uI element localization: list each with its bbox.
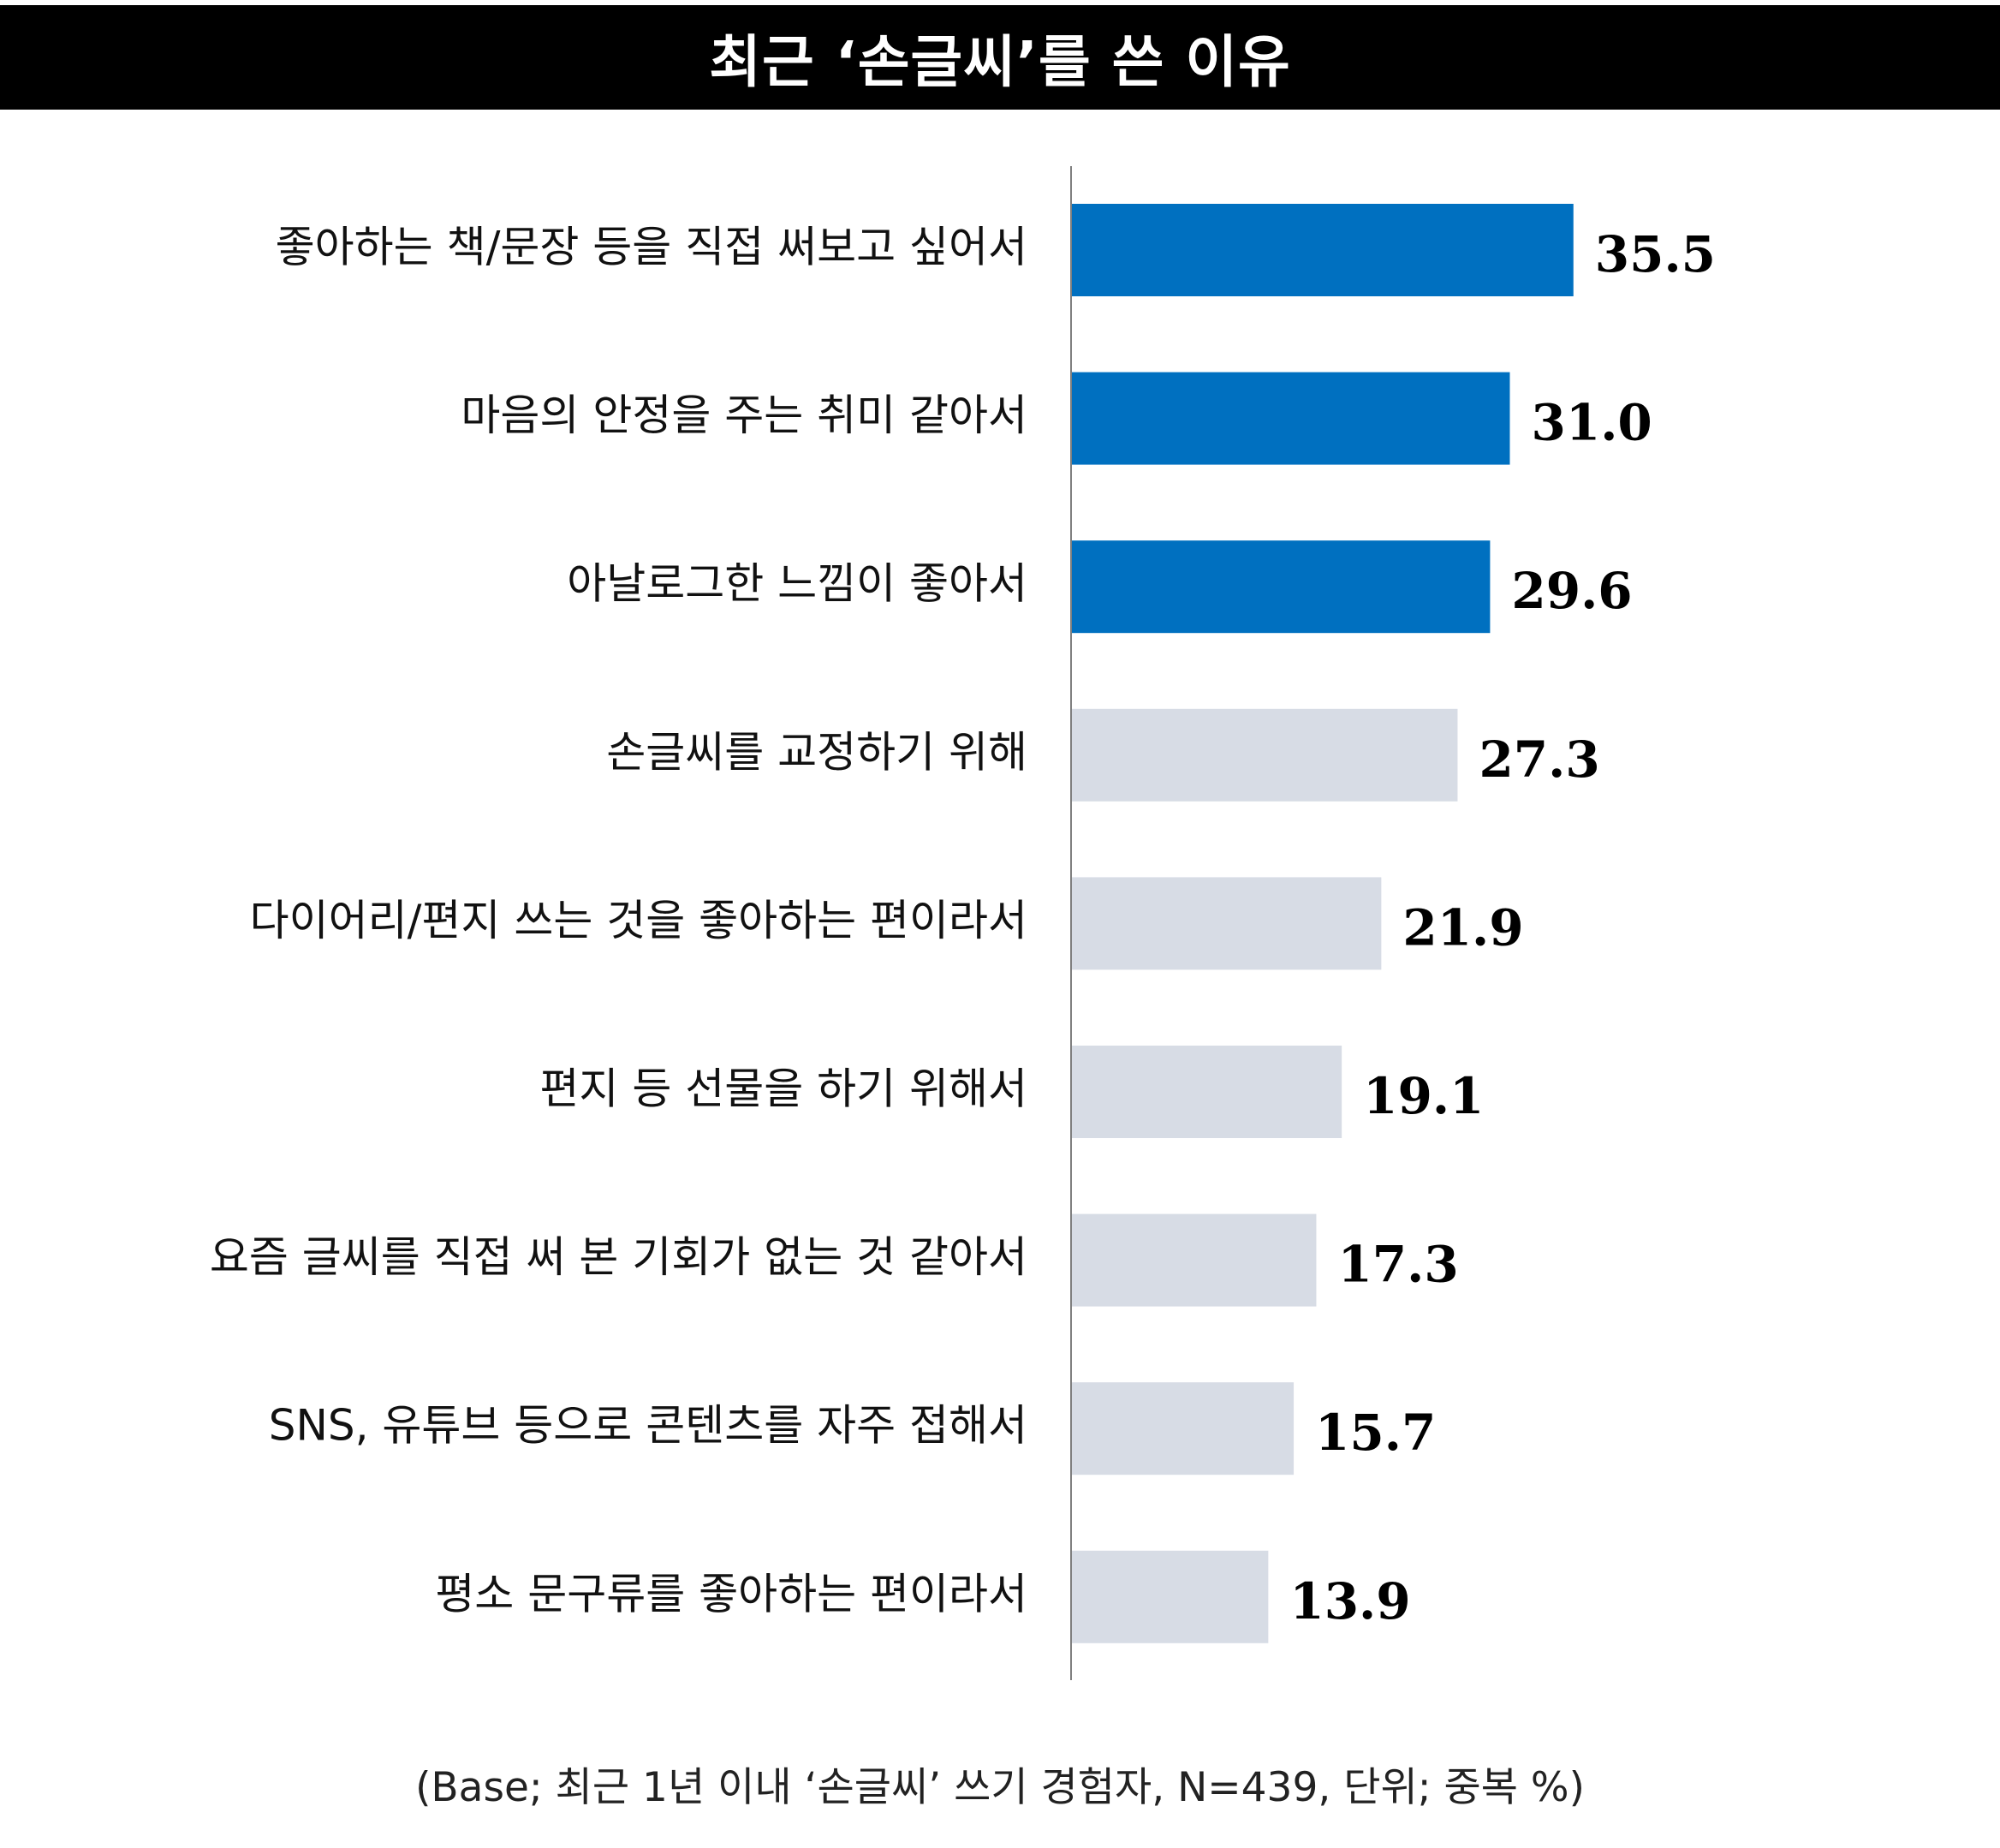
bar-3 <box>1072 540 1491 634</box>
bar-4 <box>1072 708 1458 802</box>
category-label-4: 손글씨를 교정하기 위해 <box>606 727 1027 777</box>
category-label-5: 다이어리/편지 쓰는 것을 좋아하는 편이라서 <box>250 896 1027 945</box>
title-bar: 최근 ‘손글씨’를 쓴 이유 <box>0 5 2000 110</box>
category-label-3: 아날로그한 느낌이 좋아서 <box>567 559 1027 609</box>
bar-5 <box>1072 877 1382 970</box>
category-label-1: 좋아하는 책/문장 등을 직접 써보고 싶어서 <box>276 223 1027 272</box>
bar-1 <box>1072 204 1574 296</box>
bar-2 <box>1072 372 1510 465</box>
category-label-8: SNS, 유튜브 등으로 콘텐츠를 자주 접해서 <box>269 1401 1027 1451</box>
category-label-2: 마음의 안정을 주는 취미 같아서 <box>461 390 1027 440</box>
value-label-8: 15.7 <box>1315 1404 1436 1462</box>
value-label-5: 21.9 <box>1402 898 1523 957</box>
bar-6 <box>1072 1046 1342 1138</box>
value-label-3: 29.6 <box>1511 562 1632 620</box>
category-label-7: 요즘 글씨를 직접 써 본 기회가 없는 것 같아서 <box>210 1232 1027 1282</box>
bar-8 <box>1072 1382 1295 1475</box>
value-label-1: 35.5 <box>1595 225 1716 283</box>
value-label-2: 31.0 <box>1532 394 1652 452</box>
chart-footnote: (Base; 최근 1년 이내 ‘손글씨’ 쓰기 경험자, N=439, 단위;… <box>415 1764 1585 1811</box>
category-label-9: 평소 문구류를 좋아하는 편이라서 <box>435 1569 1027 1618</box>
value-label-6: 19.1 <box>1363 1067 1484 1125</box>
value-label-4: 27.3 <box>1479 730 1599 789</box>
bar-7 <box>1072 1213 1317 1307</box>
value-label-7: 17.3 <box>1337 1236 1458 1294</box>
bar-9 <box>1072 1550 1269 1643</box>
value-label-9: 13.9 <box>1289 1572 1410 1630</box>
chart-title: 최근 ‘손글씨’를 쓴 이유 <box>709 29 1291 95</box>
category-label-6: 편지 등 선물을 하기 위해서 <box>539 1064 1027 1114</box>
